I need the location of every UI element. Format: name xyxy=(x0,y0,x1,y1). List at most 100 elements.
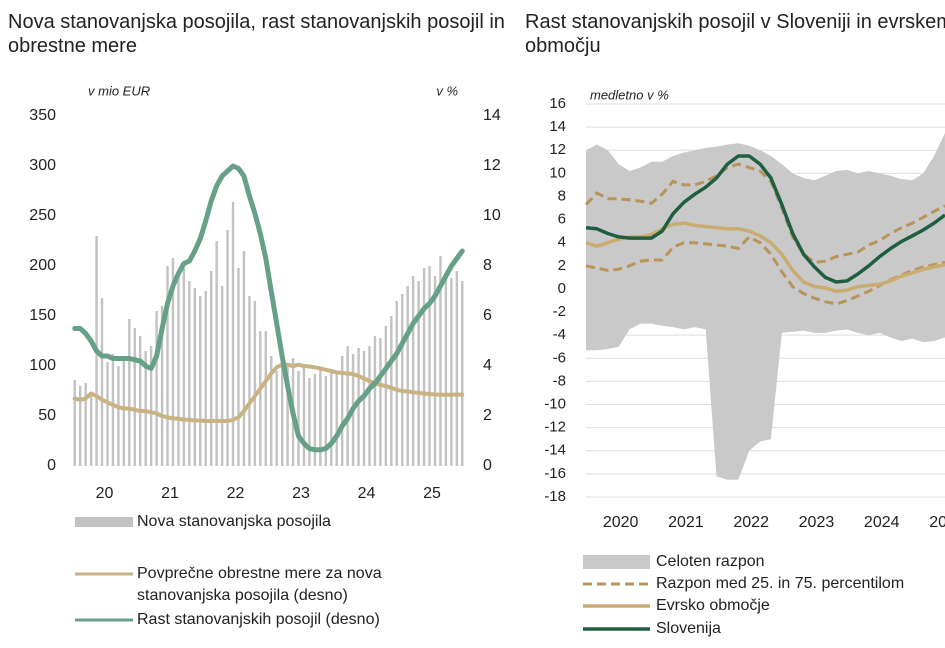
bar xyxy=(100,298,104,466)
y2-tick-label: 4 xyxy=(483,357,492,374)
bar xyxy=(253,301,257,466)
chart-title: Rast stanovanjskih posojil v Sloveniji i… xyxy=(525,11,945,57)
chart-title: Nova stanovanjska posojila, rast stanova… xyxy=(8,11,505,57)
legend-label: Celoten razpon xyxy=(656,553,765,570)
bar xyxy=(373,336,377,466)
bar xyxy=(193,288,197,466)
legend-label: Evrsko območje xyxy=(656,597,770,614)
bar xyxy=(406,286,409,466)
bar xyxy=(450,278,453,466)
line xyxy=(585,221,945,294)
y-tick-label: 0 xyxy=(558,280,566,297)
x-tick-label: 2023 xyxy=(799,514,835,531)
bar xyxy=(401,294,404,466)
y-tick-label: 2 xyxy=(558,257,566,274)
bar xyxy=(417,281,420,466)
x-tick-label: 23 xyxy=(292,485,310,502)
y-tick-label: 200 xyxy=(29,257,56,274)
bar xyxy=(199,296,202,466)
legend-swatch xyxy=(75,517,133,527)
y-tick-label: -4 xyxy=(553,326,566,343)
bar xyxy=(297,371,300,466)
percentile-line xyxy=(585,235,945,306)
x-tick-label: 2025 xyxy=(929,514,945,531)
bar xyxy=(111,354,115,466)
y-tick-label: 50 xyxy=(38,407,56,424)
bar xyxy=(171,258,175,466)
bar xyxy=(302,366,306,466)
bar xyxy=(319,368,322,466)
y-tick-label: -16 xyxy=(544,465,566,482)
bar xyxy=(188,281,191,466)
y-tick-label: 14 xyxy=(549,118,566,135)
bar xyxy=(177,276,180,466)
legend-label: Razpon med 25. in 75. percentilom xyxy=(656,575,905,592)
y-tick-label: -12 xyxy=(544,419,566,436)
x-tick-label: 22 xyxy=(227,485,245,502)
y-tick-label: -10 xyxy=(544,395,566,412)
bar xyxy=(209,271,213,466)
bar xyxy=(248,296,251,466)
bar xyxy=(242,251,246,466)
y-tick-label: -6 xyxy=(553,349,566,366)
line xyxy=(72,163,465,453)
y2-tick-label: 0 xyxy=(483,457,492,474)
bar xyxy=(461,281,464,466)
bar xyxy=(357,348,360,466)
y-tick-label: 350 xyxy=(29,107,56,124)
bar xyxy=(324,376,328,466)
bar xyxy=(231,202,235,466)
bar xyxy=(160,306,164,466)
y2-tick-label: 2 xyxy=(483,407,492,424)
x-tick-label: 2024 xyxy=(864,514,900,531)
bar xyxy=(133,328,136,466)
legend-swatch xyxy=(583,555,650,569)
bar xyxy=(73,380,76,466)
x-tick-label: 24 xyxy=(358,485,376,502)
bar xyxy=(455,271,459,466)
bar xyxy=(128,319,131,466)
bar xyxy=(139,336,142,466)
bar xyxy=(308,378,311,466)
bar xyxy=(313,374,317,466)
y-tick-label: 300 xyxy=(29,157,56,174)
x-tick-label: 21 xyxy=(161,485,179,502)
bar xyxy=(379,338,382,466)
bar xyxy=(264,331,267,466)
y2-tick-label: 12 xyxy=(483,157,501,174)
bar xyxy=(286,366,289,466)
bar xyxy=(84,383,87,466)
bar xyxy=(275,371,278,466)
y-tick-label: 16 xyxy=(549,95,566,112)
y-tick-label: 10 xyxy=(549,164,566,181)
y-tick-label: -18 xyxy=(544,488,566,505)
bar xyxy=(439,256,442,466)
y2-tick-label: 8 xyxy=(483,257,492,274)
bar xyxy=(166,266,169,466)
y2-axis-label: v % xyxy=(436,83,458,98)
bar xyxy=(428,266,431,466)
bar xyxy=(182,268,186,466)
y-tick-label: 100 xyxy=(29,357,56,374)
bar xyxy=(390,316,393,466)
y-tick-label: -2 xyxy=(553,303,566,320)
y-tick-label: 0 xyxy=(47,457,56,474)
legend-label: Rast stanovanjskih posojil (desno) xyxy=(137,611,380,628)
bar xyxy=(362,351,366,466)
bar xyxy=(433,276,437,466)
y-axis-label: v mio EUR xyxy=(88,83,150,98)
bar xyxy=(444,274,448,466)
bar xyxy=(220,286,224,466)
y2-tick-label: 6 xyxy=(483,307,492,324)
bar xyxy=(237,268,240,466)
x-tick-label: 25 xyxy=(423,485,441,502)
x-tick-label: 2022 xyxy=(733,514,769,531)
legend-label: Nova stanovanjska posojila xyxy=(137,513,331,530)
y-tick-label: 250 xyxy=(29,207,56,224)
y-tick-label: 12 xyxy=(549,141,566,158)
bar xyxy=(117,366,120,466)
bar xyxy=(204,291,207,466)
y-tick-label: 150 xyxy=(29,307,56,324)
bar xyxy=(122,358,126,466)
